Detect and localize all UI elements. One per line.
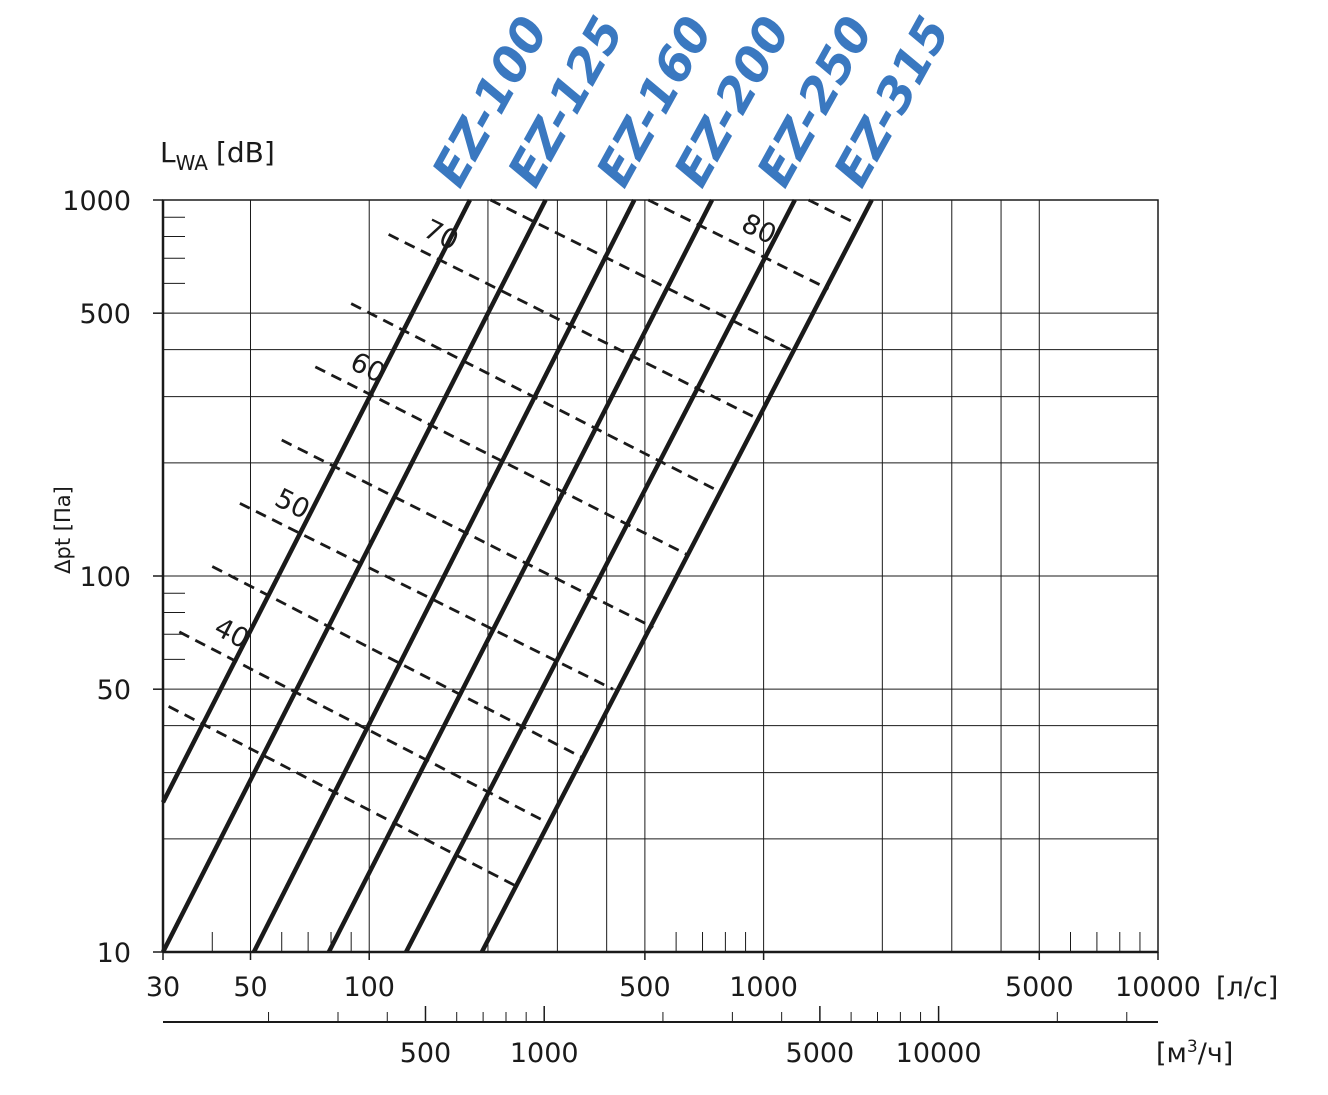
fan-curve [160, 198, 548, 954]
sound-level-line [388, 233, 761, 422]
sound-level-line [807, 198, 860, 226]
x-tick-label: 10000 [1115, 972, 1201, 1003]
y-tick-label: 1000 [62, 186, 131, 217]
y-tick-label: 10 [97, 938, 131, 969]
unit-sup: 3 [1187, 1037, 1198, 1057]
x-tick-label: 100 [343, 972, 395, 1003]
label-sub: WA [176, 151, 209, 175]
unit-pre: [м [1156, 1038, 1187, 1069]
x-tick-label: 30 [146, 972, 180, 1003]
y-axis-label: Δpt [Па] [51, 486, 75, 574]
y-tick-label: 100 [79, 562, 131, 593]
sound-level-line [489, 198, 796, 353]
sound-axis-label: LWA [dB] [160, 136, 275, 175]
sound-level-line [167, 705, 517, 888]
sound-level-line [239, 502, 614, 691]
label-unit: [dB] [216, 136, 275, 169]
sound-level-line [211, 565, 582, 759]
fan-curve [479, 198, 874, 954]
x-tick-label: 1000 [729, 972, 798, 1003]
x2-tick-label: 10000 [896, 1038, 982, 1069]
x-tick-label: 5000 [1005, 972, 1074, 1003]
sound-level-line [647, 198, 830, 291]
x-tick-label: 50 [233, 972, 267, 1003]
y-tick-label: 50 [97, 675, 131, 706]
x2-tick-label: 1000 [510, 1038, 579, 1069]
sound-level-label: 80 [737, 208, 782, 251]
fan-curve [404, 198, 797, 954]
x-unit: [л/с] [1216, 972, 1278, 1003]
unit-post: /ч] [1198, 1038, 1234, 1069]
fan-curve [160, 198, 472, 804]
fan-curve [251, 198, 637, 954]
sound-level-label: 70 [419, 214, 464, 257]
x2-tick-label: 500 [400, 1038, 452, 1069]
y-tick-label: 500 [79, 299, 131, 330]
label-main: L [160, 136, 176, 169]
x2-unit: [м3/ч] [1156, 1037, 1233, 1069]
x-tick-label: 500 [619, 972, 671, 1003]
fan-curve [326, 198, 715, 954]
x2-tick-label: 5000 [786, 1038, 855, 1069]
